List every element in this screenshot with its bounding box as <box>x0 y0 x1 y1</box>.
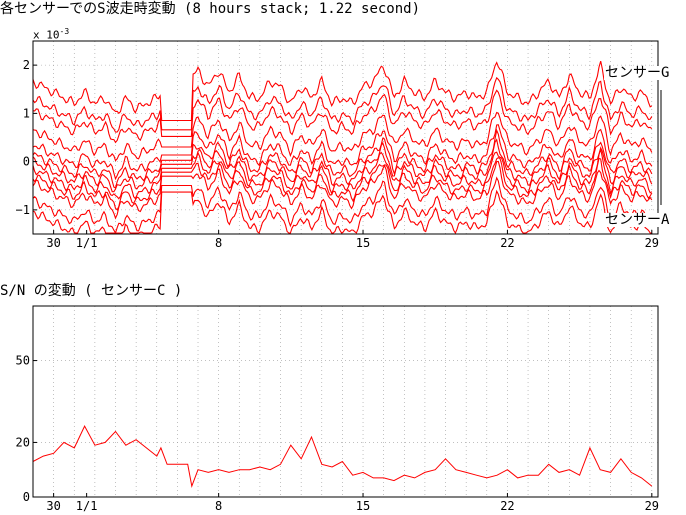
top-x-tick-label: 1/1 <box>76 236 98 250</box>
sensor-series-line <box>32 138 653 193</box>
bottom-y-tick-label: 20 <box>16 435 30 449</box>
top-chart-grid <box>32 41 658 234</box>
top-x-tick-label: 15 <box>356 236 370 250</box>
exponent-base: x 10 <box>33 28 60 42</box>
sn-series-line <box>32 424 653 488</box>
top-x-tick-label: 22 <box>500 236 514 250</box>
bottom-x-tick-label: 15 <box>356 499 370 513</box>
bottom-chart-series <box>32 424 653 488</box>
sensor-series-line <box>32 124 653 181</box>
bottom-x-tick-label: 8 <box>215 499 222 513</box>
y-axis-exponent: x 10-3 <box>33 27 69 42</box>
bottom-chart-ticks: 30 1/1 8 15 22 29 0 20 50 <box>16 354 659 513</box>
top-chart-frame <box>32 40 659 235</box>
bottom-x-tick-label: 30 <box>46 499 60 513</box>
top-y-tick-label: 2 <box>23 58 30 72</box>
sensor-series-line <box>32 176 653 235</box>
sensor-series-line <box>32 60 653 122</box>
exponent-power: -3 <box>59 27 70 36</box>
bottom-y-tick-label: 0 <box>23 490 30 504</box>
bottom-x-tick-label: 29 <box>645 499 659 513</box>
bottom-chart-grid <box>32 306 658 498</box>
sensor-series-line <box>32 147 653 200</box>
sensor-g-label: センサーG <box>604 65 671 81</box>
bottom-x-tick-label: 1/1 <box>76 499 98 513</box>
top-y-tick-label: −1 <box>16 203 30 217</box>
sensor-series-line <box>32 160 653 220</box>
bottom-y-tick-label: 50 <box>16 354 30 368</box>
bottom-x-tick-label: 22 <box>500 499 514 513</box>
sensor-series-line <box>32 111 653 162</box>
sensor-series-line <box>32 156 653 211</box>
top-x-tick-label: 8 <box>215 236 222 250</box>
top-chart-title: 各センサーでのS波走時変動 (8 hours stack; 1.22 secon… <box>0 1 421 17</box>
bottom-chart-title: S/N の変動 ( センサーC ) <box>0 283 183 299</box>
sensor-series-line <box>32 128 653 189</box>
sensor-series-line <box>32 89 653 144</box>
top-x-tick-label: 30 <box>46 236 60 250</box>
top-y-tick-label: 1 <box>23 106 30 120</box>
sensor-series-line <box>32 189 652 235</box>
top-chart-series <box>32 60 653 235</box>
top-y-tick-label: 0 <box>23 155 30 169</box>
bottom-chart-frame <box>32 305 659 498</box>
sensor-a-label: センサーA <box>604 212 671 228</box>
top-x-tick-label: 29 <box>645 236 659 250</box>
sensor-series-line <box>32 76 653 133</box>
top-chart-ticks: 30 1/1 8 15 22 29 −1 0 1 2 <box>16 58 659 250</box>
